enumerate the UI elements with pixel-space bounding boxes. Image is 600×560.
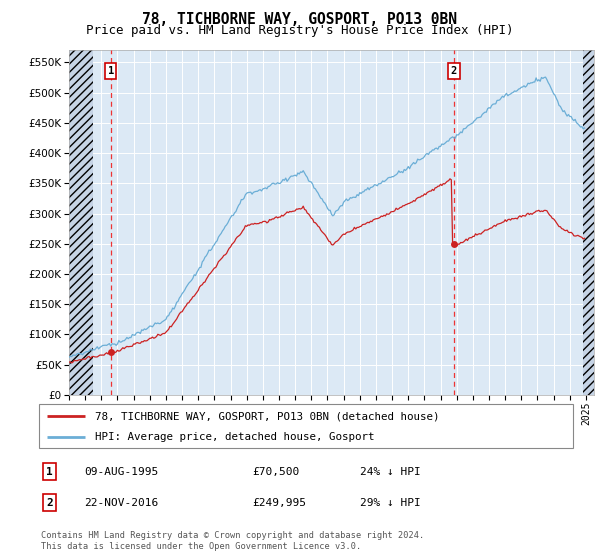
Text: 78, TICHBORNE WAY, GOSPORT, PO13 0BN: 78, TICHBORNE WAY, GOSPORT, PO13 0BN [143, 12, 458, 27]
Text: 78, TICHBORNE WAY, GOSPORT, PO13 0BN (detached house): 78, TICHBORNE WAY, GOSPORT, PO13 0BN (de… [95, 411, 440, 421]
Text: 09-AUG-1995: 09-AUG-1995 [85, 466, 159, 477]
Text: 2: 2 [46, 498, 53, 507]
Text: 1: 1 [46, 466, 53, 477]
Text: 1: 1 [107, 66, 114, 76]
Bar [583, 50, 594, 395]
Text: Price paid vs. HM Land Registry's House Price Index (HPI): Price paid vs. HM Land Registry's House … [86, 24, 514, 37]
Text: £249,995: £249,995 [252, 498, 306, 507]
Text: 22-NOV-2016: 22-NOV-2016 [85, 498, 159, 507]
Text: 24% ↓ HPI: 24% ↓ HPI [360, 466, 421, 477]
FancyBboxPatch shape [39, 404, 574, 448]
Bar [69, 50, 93, 395]
Text: Contains HM Land Registry data © Crown copyright and database right 2024.
This d: Contains HM Land Registry data © Crown c… [41, 531, 425, 550]
Text: 2: 2 [451, 66, 457, 76]
Text: 29% ↓ HPI: 29% ↓ HPI [360, 498, 421, 507]
Text: HPI: Average price, detached house, Gosport: HPI: Average price, detached house, Gosp… [95, 432, 375, 442]
Text: £70,500: £70,500 [252, 466, 299, 477]
